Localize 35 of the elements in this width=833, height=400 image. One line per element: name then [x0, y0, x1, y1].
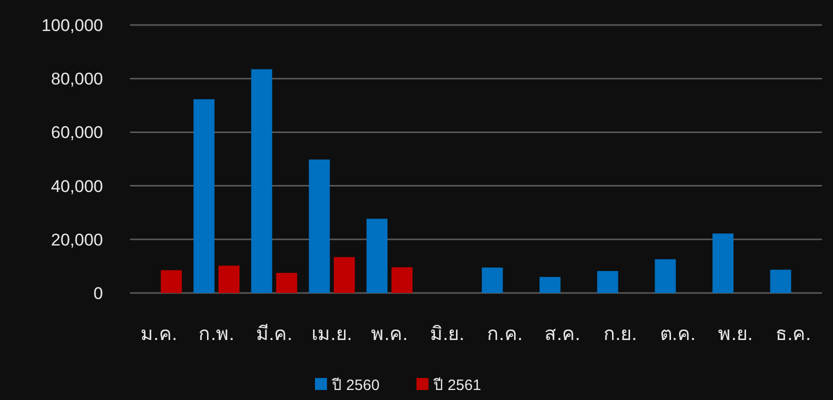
x-tick-label: ม.ค. [140, 324, 178, 345]
bar [597, 271, 618, 293]
bar [194, 99, 214, 293]
bar [770, 270, 792, 293]
x-tick-label: พ.ค. [371, 324, 408, 345]
bar [712, 234, 734, 293]
y-tick-label: 20,000 [51, 230, 103, 250]
x-tick-label: ส.ค. [544, 324, 580, 345]
x-tick-label: มิ.ย. [430, 324, 464, 345]
x-tick-label: ธ.ค. [775, 324, 811, 345]
bar [308, 160, 330, 293]
bar [540, 276, 560, 293]
legend-label: ปี 2560 [331, 377, 380, 394]
bar [482, 268, 503, 293]
bar [251, 69, 272, 293]
x-tick-label: ก.ย. [603, 324, 637, 345]
bar [392, 267, 412, 293]
y-tick-label: 60,000 [51, 123, 103, 142]
x-tick-label: ก.ค. [487, 324, 523, 345]
x-tick-label: มี.ค. [256, 323, 292, 345]
bar [160, 270, 182, 293]
legend-label: ปี 2561 [432, 377, 482, 394]
bar [218, 266, 240, 293]
x-tick-label: ต.ค. [660, 324, 696, 345]
y-tick-label: 0 [94, 284, 103, 303]
y-tick-label: 80,000 [51, 70, 103, 89]
y-tick-label: 40,000 [51, 176, 103, 196]
bar [654, 259, 676, 293]
bar [276, 272, 298, 293]
bar [334, 257, 355, 293]
y-tick-label: 100,000 [42, 16, 103, 35]
x-tick-label: เม.ย. [312, 324, 352, 345]
bar [366, 218, 388, 293]
x-tick-label: พ.ย. [718, 324, 753, 345]
x-tick-label: ก.พ. [198, 324, 234, 345]
